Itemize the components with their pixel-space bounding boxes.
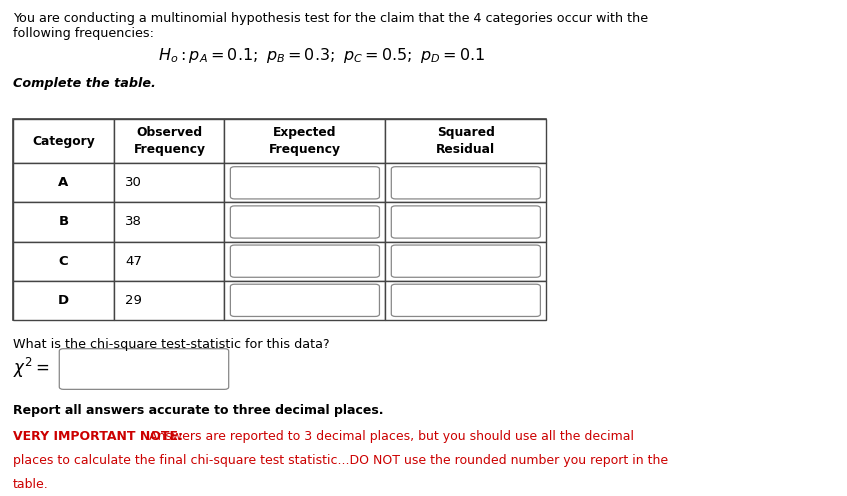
Bar <box>385 281 546 320</box>
Text: VERY IMPORTANT NOTE:: VERY IMPORTANT NOTE: <box>13 430 183 443</box>
Bar <box>114 202 224 242</box>
Text: Category: Category <box>32 134 95 148</box>
Bar <box>224 202 385 242</box>
Bar <box>224 242 385 281</box>
Text: A: A <box>58 176 69 189</box>
Text: following frequencies:: following frequencies: <box>13 27 153 40</box>
Text: You are conducting a multinomial hypothesis test for the claim that the 4 catego: You are conducting a multinomial hypothe… <box>13 12 648 25</box>
Bar <box>114 281 224 320</box>
FancyBboxPatch shape <box>391 245 540 277</box>
Text: What is the chi-square test-statistic for this data?: What is the chi-square test-statistic fo… <box>13 338 329 351</box>
Bar <box>224 163 385 202</box>
Text: 29: 29 <box>125 294 142 307</box>
Bar <box>13 163 114 202</box>
Text: $\chi^2 =$: $\chi^2 =$ <box>13 356 49 380</box>
Bar <box>385 202 546 242</box>
Text: places to calculate the final chi-square test statistic...DO NOT use the rounded: places to calculate the final chi-square… <box>13 454 667 467</box>
Bar <box>224 119 385 163</box>
FancyBboxPatch shape <box>391 206 540 238</box>
Text: 38: 38 <box>125 215 142 229</box>
FancyBboxPatch shape <box>391 167 540 199</box>
Text: table.: table. <box>13 478 48 491</box>
Text: 47: 47 <box>125 254 142 268</box>
Text: Answers are reported to 3 decimal places, but you should use all the decimal: Answers are reported to 3 decimal places… <box>141 430 634 443</box>
Bar <box>13 119 546 320</box>
Text: Expected
Frequency: Expected Frequency <box>268 126 341 156</box>
FancyBboxPatch shape <box>391 284 540 316</box>
Bar <box>385 119 546 163</box>
FancyBboxPatch shape <box>59 349 229 389</box>
Text: B: B <box>58 215 69 229</box>
Bar <box>114 242 224 281</box>
Text: C: C <box>58 254 69 268</box>
Bar <box>13 202 114 242</box>
FancyBboxPatch shape <box>230 206 379 238</box>
Bar <box>385 242 546 281</box>
Text: Report all answers accurate to three decimal places.: Report all answers accurate to three dec… <box>13 404 383 417</box>
Text: Complete the table.: Complete the table. <box>13 77 156 90</box>
Text: Observed
Frequency: Observed Frequency <box>133 126 206 156</box>
Text: 30: 30 <box>125 176 142 189</box>
Bar <box>114 163 224 202</box>
Bar <box>13 281 114 320</box>
Text: Squared
Residual: Squared Residual <box>436 126 495 156</box>
FancyBboxPatch shape <box>230 245 379 277</box>
FancyBboxPatch shape <box>230 167 379 199</box>
Bar <box>13 119 114 163</box>
Text: $\mathit{H_o}$$\mathit{: p_A}$$= 0.1;\ $$\mathit{p_B}$$= 0.3;\ $$\mathit{p_C}$$=: $\mathit{H_o}$$\mathit{: p_A}$$= 0.1;\ $… <box>158 46 485 64</box>
Bar <box>385 163 546 202</box>
Bar <box>13 242 114 281</box>
Bar <box>114 119 224 163</box>
Bar <box>224 281 385 320</box>
Text: D: D <box>58 294 69 307</box>
FancyBboxPatch shape <box>230 284 379 316</box>
